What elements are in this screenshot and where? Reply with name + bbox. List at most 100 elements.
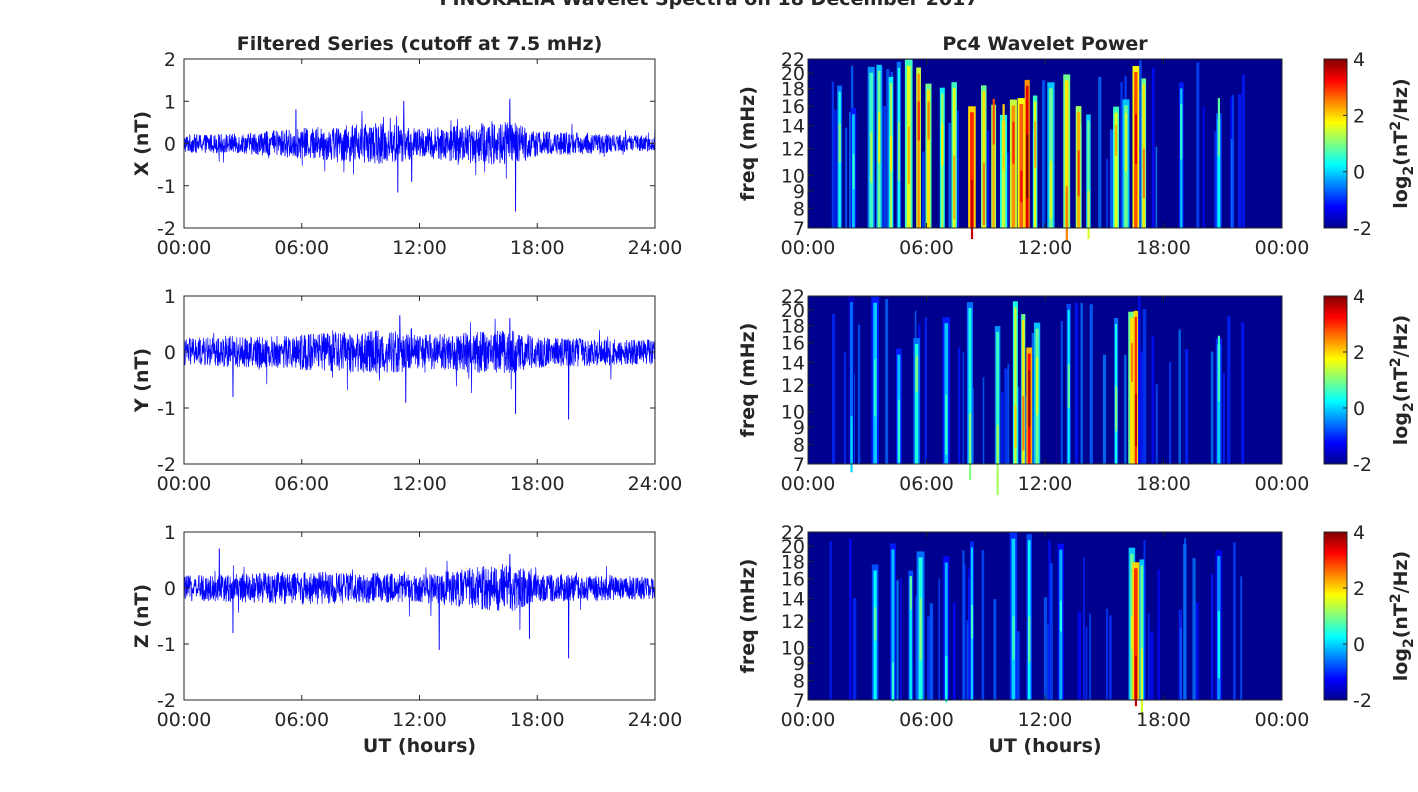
- wavelet-1-colorbar-gradient: [1323, 58, 1348, 229]
- wavelet-2-streak: [1089, 304, 1093, 464]
- wavelet-2-streak: [1074, 303, 1079, 464]
- wavelet-2-colorbar-gradient: [1323, 295, 1348, 465]
- series-1-y-tick-label: -1: [157, 176, 176, 198]
- wavelet-1-burst-core: [838, 123, 841, 162]
- wavelet-1-streak: [1202, 106, 1205, 228]
- wavelet-2-colorbar-tick-label: 4: [1353, 286, 1365, 308]
- wavelet-1-y-tick-label: 22: [781, 49, 805, 71]
- series-3-y-tick-label: -1: [157, 634, 176, 656]
- wavelet-2-x-tick-label: 00:00: [781, 473, 836, 495]
- wavelet-1-streak: [849, 112, 853, 228]
- series-1-x-tick-label: 00:00: [157, 237, 212, 259]
- wavelet-1-streak: [1241, 74, 1245, 228]
- wavelet-2-streak: [1169, 361, 1172, 464]
- wavelet-2-burst-core: [915, 355, 918, 392]
- wavelet-1-streak: [1238, 94, 1242, 228]
- wavelet-2-burst-core: [1014, 405, 1017, 449]
- wavelet-2-burst-core: [1022, 395, 1025, 451]
- wavelet-2-streak: [1004, 368, 1008, 464]
- wavelet-2-burst-mid: [1014, 307, 1017, 464]
- wavelet-1-colorbar-tick-label: 2: [1353, 105, 1365, 127]
- wavelet-3-burst-core: [1134, 656, 1138, 707]
- wavelet-2-streak: [1178, 329, 1181, 464]
- wavelet-3-colorbar-gradient: [1323, 531, 1348, 701]
- wavelet-2-streak: [1124, 354, 1127, 464]
- wavelet-3-streak: [896, 580, 899, 700]
- wavelet-3-streak: [1233, 542, 1236, 700]
- wavelet-3-streak: [1109, 615, 1112, 700]
- wavelet-2-x-tick-label: 06:00: [899, 473, 954, 495]
- wavelet-1-x-tick-label: 00:00: [781, 237, 836, 259]
- wavelet-1-y-tick-label: 16: [781, 96, 805, 118]
- wavelet-2-burst-core: [945, 394, 948, 455]
- wavelet-1-streak: [886, 69, 890, 228]
- wavelet-1-streak: [834, 109, 837, 228]
- wavelet-2-streak: [1017, 386, 1020, 464]
- wavelet-1-burst-core: [982, 162, 985, 226]
- wavelet-3-streak: [1049, 563, 1053, 700]
- wavelet-3-streak: [1192, 558, 1196, 700]
- series-3-y-tick-label: 1: [164, 522, 176, 544]
- figure-title: FINOKALIA Wavelet Spectra on 18 December…: [0, 0, 1418, 10]
- wavelet-3-streak: [930, 609, 933, 700]
- wavelet-1-streak: [1120, 82, 1123, 228]
- wavelet-2-streak: [1001, 392, 1004, 464]
- wavelet-2-streak: [1142, 308, 1147, 464]
- wavelet-1-burst-mid: [1064, 80, 1069, 228]
- wavelet-1-streak: [1196, 62, 1200, 228]
- wavelet-1-y-tick-label: 8: [793, 198, 805, 220]
- wavelet-1-burst-core: [1087, 190, 1090, 240]
- series-2-line: [183, 315, 656, 420]
- wavelet-2-colorbar-tick-label: 2: [1353, 342, 1365, 364]
- wavelet-3-colorbar-tick-label: 4: [1353, 522, 1365, 544]
- series-2-x-tick-label: 24:00: [628, 473, 683, 495]
- wavelet-2-burst-core: [996, 424, 999, 495]
- series-2-y-label: Y (nT): [131, 348, 153, 413]
- wavelet-2-y-label: freq (mHz): [737, 323, 759, 438]
- wavelet-2-colorbar-tick-label: -2: [1353, 454, 1372, 476]
- wavelet-3-streak: [952, 602, 956, 700]
- wavelet-2-streak: [1031, 332, 1034, 464]
- wavelet-3-burst-core: [1059, 600, 1062, 632]
- wavelet-2-burst-core: [850, 416, 853, 473]
- wavelet-1-burst-core: [1115, 124, 1118, 156]
- wavelet-1-burst-mid: [1001, 120, 1006, 228]
- wavelet-2-streak: [1227, 316, 1231, 464]
- wavelet-1-burst-core: [970, 179, 974, 240]
- wavelet-2-burst-mid: [996, 332, 999, 464]
- wavelet-2-burst-mid: [1130, 317, 1134, 464]
- wavelet-2-streak: [857, 324, 861, 464]
- wavelet-2-streak: [1140, 351, 1144, 464]
- wavelet-3-streak: [852, 598, 857, 700]
- wavelet-2-streak: [1184, 349, 1189, 464]
- wavelet-3-y-tick-label: 18: [781, 551, 805, 573]
- wavelet-3-streak: [900, 577, 902, 700]
- wavelet-2-streak: [1007, 363, 1010, 464]
- wavelet-3-x-label: UT (hours): [988, 735, 1101, 757]
- wavelet-3-streak: [849, 538, 852, 700]
- series-2-x-tick-label: 06:00: [274, 473, 329, 495]
- wavelet-2-streak: [1222, 373, 1225, 464]
- wavelet-1-burst-core: [889, 136, 893, 171]
- wavelet-1-burst-core: [992, 98, 995, 145]
- wavelet-3-streak: [1105, 608, 1109, 700]
- wavelet-3-y-label: freq (mHz): [737, 559, 759, 674]
- wavelet-2-colorbar-tick-label: 0: [1353, 398, 1365, 420]
- wavelet-2-x-tick-label: 00:00: [1255, 473, 1310, 495]
- wavelet-3-streak: [829, 541, 832, 700]
- wavelet-3-burst-core: [909, 576, 912, 610]
- wavelet-1-burst-core: [1034, 121, 1037, 168]
- wavelet-1-streak: [1106, 158, 1108, 228]
- wavelet-2-burst-mid: [1134, 316, 1137, 464]
- wavelet-2-burst-core: [1134, 394, 1138, 447]
- wavelet-3-streak: [1184, 538, 1187, 700]
- wavelet-3-streak: [927, 616, 930, 700]
- wavelet-1-y-tick-label: 14: [781, 116, 805, 138]
- wavelet-2-colorbar: -2 0 2 4 log2(nT2/Hz): [1323, 286, 1417, 476]
- wavelet-1-burst-core: [1124, 113, 1128, 172]
- wavelet-2-y-tick-label: 7: [793, 454, 805, 476]
- wavelet-2-streak: [1080, 303, 1083, 464]
